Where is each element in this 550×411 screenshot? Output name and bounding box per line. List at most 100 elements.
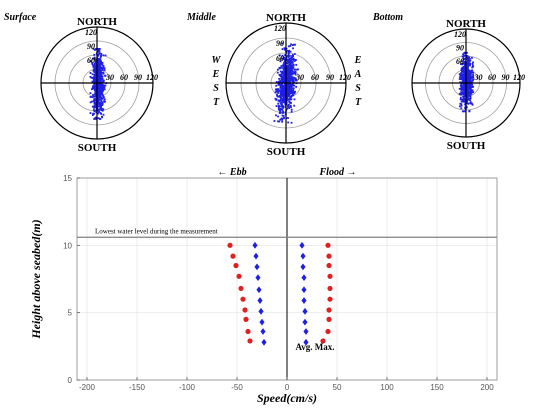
polar-point: [283, 47, 286, 50]
polar-point: [283, 60, 286, 63]
polar-point: [290, 87, 292, 90]
polar-point: [99, 56, 102, 59]
polar-point: [89, 75, 92, 78]
polar-ring-label: 120: [339, 73, 351, 82]
polar-point: [96, 105, 99, 108]
polar-point: [290, 67, 293, 69]
polar-point: [469, 73, 472, 76]
data-point: [236, 273, 242, 279]
polar-point: [102, 79, 105, 82]
polar-point: [285, 103, 288, 106]
polar-point: [93, 79, 95, 82]
polar-point: [283, 85, 286, 88]
data-point: [255, 274, 261, 282]
polar-point: [94, 58, 97, 61]
polar-point: [470, 89, 472, 92]
data-point: [302, 307, 308, 315]
polar-point: [97, 108, 100, 111]
polar-point: [282, 65, 285, 68]
polar-point: [287, 71, 290, 74]
polar-point: [92, 57, 95, 60]
polar-point: [97, 65, 100, 67]
polar-point: [89, 101, 92, 104]
polar-point: [295, 59, 297, 61]
polar-point: [101, 84, 104, 87]
polar-point: [460, 78, 463, 80]
polar-point: [97, 117, 100, 120]
polar-point: [93, 101, 96, 104]
polar-point: [469, 97, 472, 100]
polar-point: [94, 104, 97, 107]
polar-point: [102, 89, 105, 92]
polar-point: [290, 121, 293, 124]
polar-point: [283, 67, 286, 69]
polar-point: [290, 110, 293, 113]
polar-point: [289, 75, 292, 77]
polar-ring-label: 30: [105, 73, 114, 82]
polar-point: [98, 66, 100, 68]
polar-point: [289, 50, 292, 53]
polar-point: [289, 95, 292, 98]
polar-point: [99, 118, 102, 120]
polar-point: [279, 95, 281, 97]
data-point: [261, 338, 267, 346]
polar-point: [471, 86, 474, 88]
polar-point: [289, 81, 291, 84]
polar-point: [93, 74, 96, 76]
polar-point: [281, 105, 284, 108]
polar-point: [283, 76, 286, 78]
polar-point: [470, 70, 473, 73]
polar-point: [100, 102, 103, 105]
polar-point: [292, 59, 295, 61]
polar-point: [95, 98, 98, 101]
polar-point: [471, 62, 474, 65]
polar-point: [95, 78, 98, 80]
polar-point: [291, 62, 294, 64]
polar-point: [92, 112, 95, 115]
polar-point: [93, 105, 96, 108]
polar-point: [460, 92, 463, 95]
polar-point: [97, 83, 100, 86]
polar-point: [461, 110, 464, 113]
polar-point: [469, 102, 472, 105]
polar-point: [282, 100, 285, 103]
polar-point: [282, 66, 284, 69]
data-point: [247, 338, 253, 344]
polar-point: [287, 75, 290, 78]
polar-point: [290, 91, 292, 94]
polar-point: [291, 55, 294, 57]
polar-point: [287, 45, 290, 48]
polar-point: [97, 48, 100, 50]
polar-point: [466, 98, 469, 101]
polar-point: [102, 80, 105, 83]
polar-point: [460, 104, 463, 107]
polar-point: [288, 59, 290, 61]
polar-point: [97, 112, 99, 115]
polar-point: [462, 87, 465, 90]
polar-point: [290, 70, 292, 73]
polar-point: [280, 87, 283, 89]
data-point: [327, 273, 333, 279]
polar-point: [462, 78, 465, 81]
polar-point: [97, 58, 100, 60]
polar-point: [102, 71, 105, 74]
polar-point: [99, 83, 101, 86]
polar-title: Middle: [186, 12, 216, 23]
polar-point: [462, 100, 465, 103]
polar-point: [281, 117, 284, 120]
polar-point: [461, 98, 464, 101]
polar-point: [461, 55, 464, 58]
polar-point: [275, 84, 278, 87]
polar-point: [95, 48, 97, 50]
polar-point: [101, 62, 104, 65]
y-tick-label: 15: [63, 174, 72, 183]
polar-point: [294, 77, 297, 80]
polar-point: [91, 86, 94, 89]
polar-ring-label: 90: [502, 73, 510, 82]
polar-point: [469, 83, 471, 86]
polar-point: [469, 59, 472, 62]
polar-point: [283, 99, 286, 101]
x-tick-label: 100: [380, 383, 394, 392]
polar-point: [286, 76, 289, 79]
polar-point: [292, 47, 294, 50]
